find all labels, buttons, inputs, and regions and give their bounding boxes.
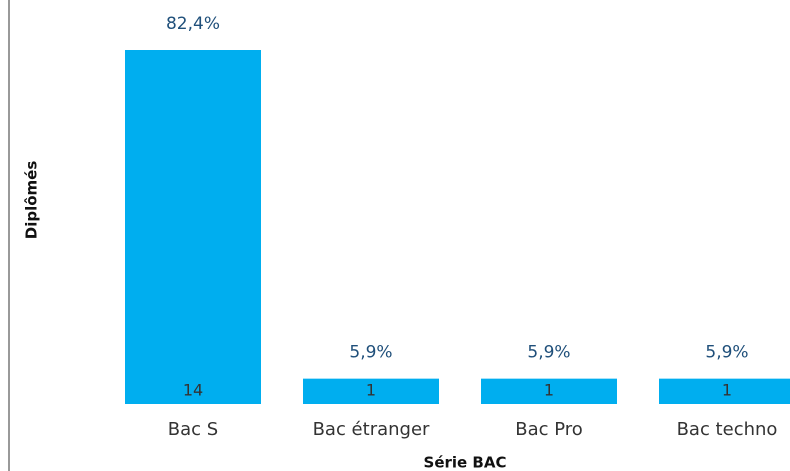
bar	[125, 50, 261, 404]
value-label: 5,9%	[527, 343, 570, 363]
x-tick-label: Bac étranger	[313, 419, 430, 440]
x-tick-label: Bac S	[168, 419, 218, 440]
x-tick-label: Bac techno	[677, 419, 778, 440]
x-tick-label: Bac Pro	[515, 419, 583, 440]
count-label: 1	[722, 381, 732, 400]
value-label: 5,9%	[349, 343, 392, 363]
bar	[481, 378, 617, 404]
x-axis-title: Série BAC	[424, 454, 507, 471]
y-axis-title: Diplômés	[23, 161, 41, 240]
count-label: 1	[544, 381, 554, 400]
value-label: 82,4%	[166, 14, 220, 34]
bar	[659, 378, 790, 404]
bar	[303, 378, 439, 404]
count-label: 14	[183, 381, 203, 400]
value-label: 5,9%	[705, 343, 748, 363]
count-label: 1	[366, 381, 376, 400]
